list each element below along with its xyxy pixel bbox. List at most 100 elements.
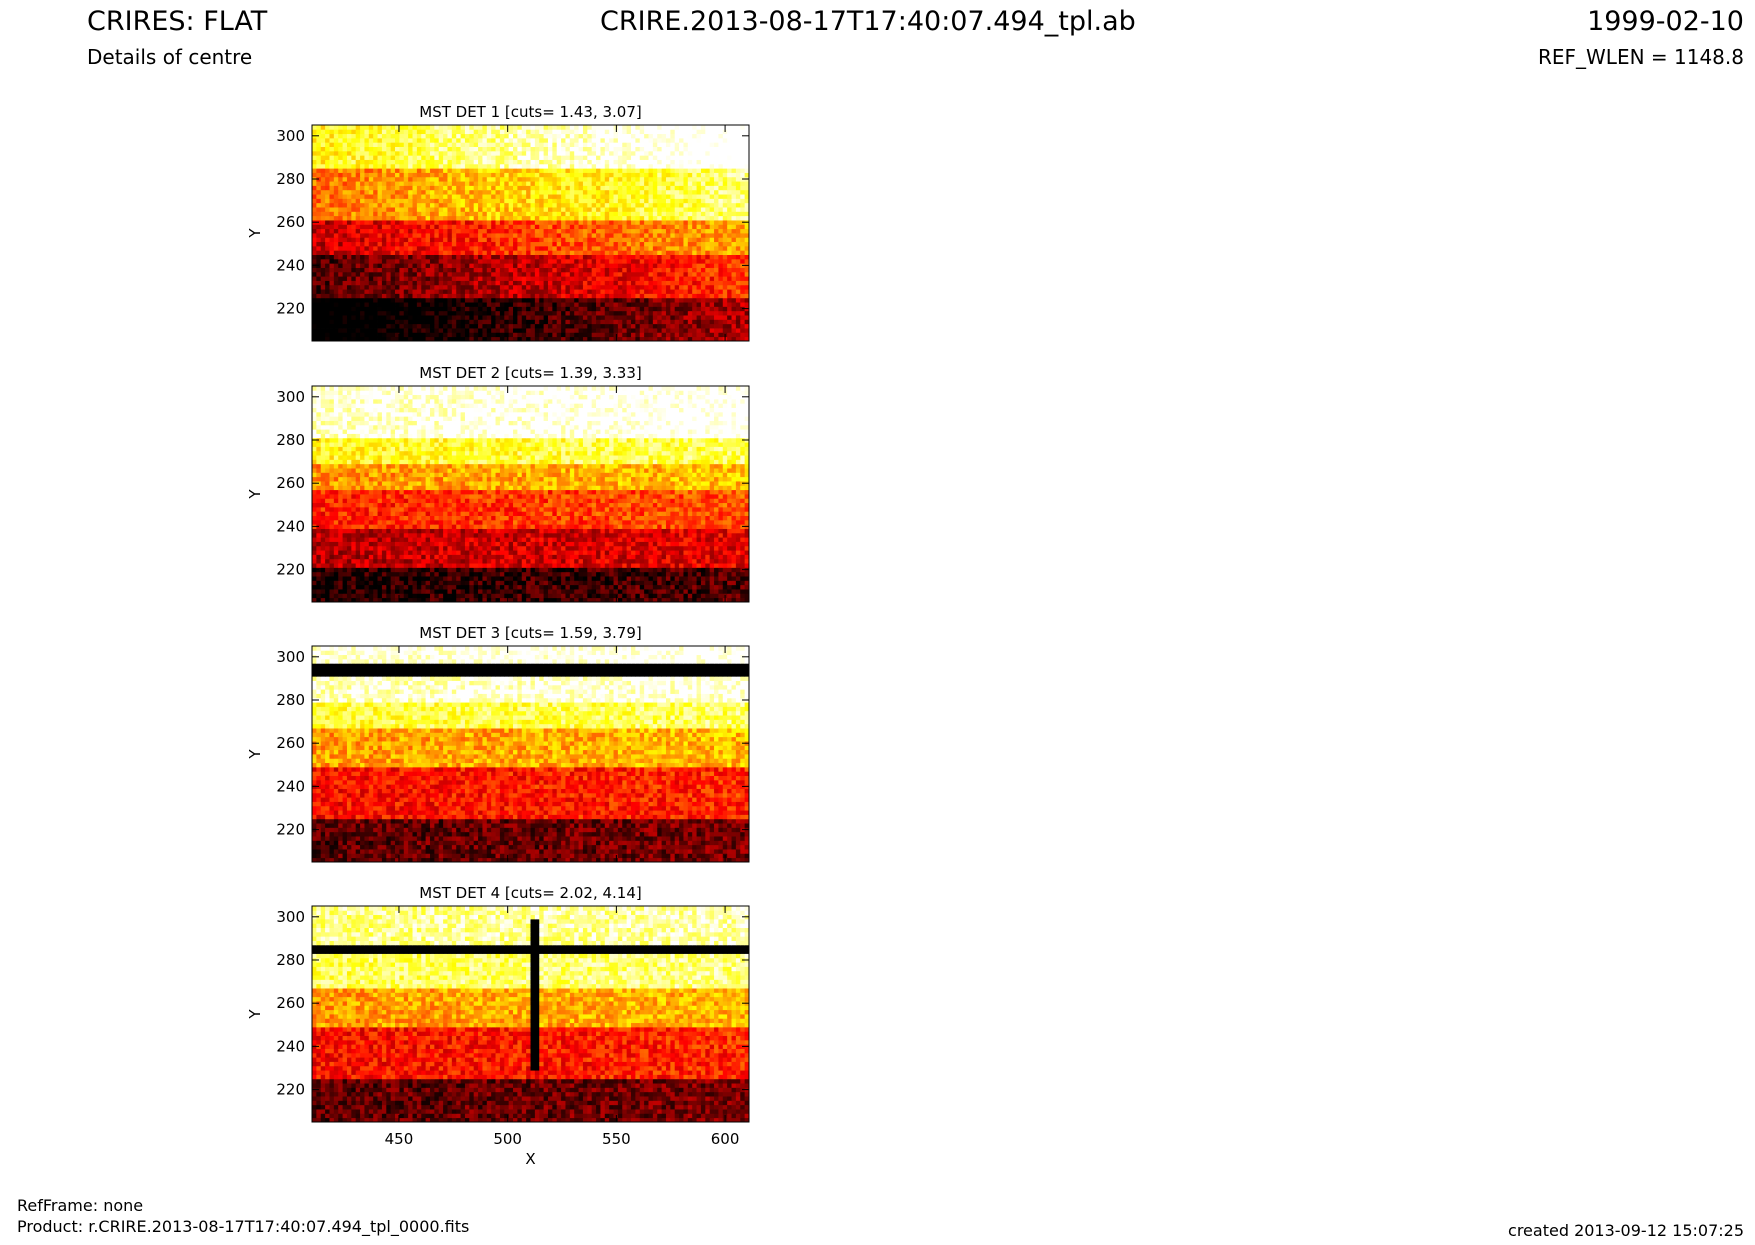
heatmap-cell xyxy=(539,324,544,329)
heatmap-cell xyxy=(413,160,418,165)
heatmap-cell xyxy=(522,160,527,165)
heatmap-cell xyxy=(312,302,317,307)
heatmap-cell xyxy=(513,185,518,190)
heatmap-cell xyxy=(316,168,321,173)
heatmap-cell xyxy=(609,151,614,156)
heatmap-cell xyxy=(552,211,557,216)
heatmap-cell xyxy=(496,216,501,221)
heatmap-cell xyxy=(675,147,680,152)
heatmap-cell xyxy=(395,315,400,320)
heatmap-cell xyxy=(478,134,483,139)
heatmap-cell xyxy=(727,328,732,333)
heatmap-cell xyxy=(334,151,339,156)
heatmap-cell xyxy=(565,147,570,152)
heatmap-cell xyxy=(443,198,448,203)
heatmap-cell xyxy=(351,237,356,242)
heatmap-cell xyxy=(583,328,588,333)
heatmap-cell xyxy=(675,237,680,242)
heatmap-cell xyxy=(378,129,383,134)
heatmap-cell xyxy=(740,272,745,277)
heatmap-cell xyxy=(325,255,330,260)
heatmap-cell xyxy=(474,181,479,186)
heatmap-cell xyxy=(596,328,601,333)
heatmap-cell xyxy=(622,306,627,311)
heatmap-cell xyxy=(509,263,514,268)
heatmap-cell xyxy=(413,147,418,152)
heatmap-cell xyxy=(727,134,732,139)
heatmap-cell xyxy=(539,173,544,178)
heatmap-cell xyxy=(614,138,619,143)
heatmap-cell xyxy=(662,173,667,178)
heatmap-cell xyxy=(421,306,426,311)
heatmap-cell xyxy=(614,281,619,286)
heatmap-cell xyxy=(557,129,562,134)
heatmap-cell xyxy=(592,289,597,294)
heatmap-cell xyxy=(596,246,601,251)
heatmap-cell xyxy=(496,134,501,139)
heatmap-cell xyxy=(548,289,553,294)
heatmap-cell xyxy=(732,224,737,229)
heatmap-cell xyxy=(386,246,391,251)
heatmap-cell xyxy=(465,151,470,156)
heatmap-cell xyxy=(413,190,418,195)
heatmap-cell xyxy=(469,207,474,212)
heatmap-cell xyxy=(531,173,536,178)
heatmap-cell xyxy=(732,129,737,134)
heatmap-cell xyxy=(373,276,378,281)
heatmap-cell xyxy=(430,220,435,225)
heatmap-cell xyxy=(723,229,728,234)
heatmap-cell xyxy=(723,220,728,225)
heatmap-cell xyxy=(561,272,566,277)
heatmap-cell xyxy=(334,293,339,298)
heatmap-cell xyxy=(627,134,632,139)
heatmap-cell xyxy=(552,242,557,247)
heatmap-cell xyxy=(509,129,514,134)
heatmap-cell xyxy=(701,194,706,199)
heatmap-cell xyxy=(386,268,391,273)
heatmap-cell xyxy=(369,207,374,212)
heatmap-cell xyxy=(662,138,667,143)
heatmap-cell xyxy=(683,293,688,298)
heatmap-cell xyxy=(539,272,544,277)
heatmap-cell xyxy=(329,190,334,195)
heatmap-cell xyxy=(640,181,645,186)
heatmap-cell xyxy=(522,216,527,221)
heatmap-cell xyxy=(714,207,719,212)
heatmap-cell xyxy=(500,155,505,160)
heatmap-cell xyxy=(382,246,387,251)
heatmap-cell xyxy=(417,151,422,156)
heatmap-cell xyxy=(399,185,404,190)
heatmap-cell xyxy=(705,246,710,251)
heatmap-cell xyxy=(500,185,505,190)
heatmap-cell xyxy=(312,147,317,152)
heatmap-cell xyxy=(531,138,536,143)
heatmap-cell xyxy=(478,259,483,264)
heatmap-cell xyxy=(430,138,435,143)
heatmap-cell xyxy=(487,319,492,324)
heatmap-cell xyxy=(609,276,614,281)
heatmap-cell xyxy=(517,259,522,264)
heatmap-cell xyxy=(356,190,361,195)
heatmap-cell xyxy=(413,173,418,178)
heatmap-cell xyxy=(714,332,719,337)
heatmap-cell xyxy=(526,173,531,178)
heatmap-cell xyxy=(469,246,474,251)
heatmap-cell xyxy=(395,155,400,160)
heatmap-cell xyxy=(657,229,662,234)
heatmap-cell xyxy=(434,177,439,182)
heatmap-cell xyxy=(662,246,667,251)
heatmap-cell xyxy=(644,129,649,134)
heatmap-cell xyxy=(500,328,505,333)
heatmap-cell xyxy=(391,315,396,320)
heatmap-cell xyxy=(316,190,321,195)
heatmap-cell xyxy=(701,151,706,156)
heatmap-cell xyxy=(382,138,387,143)
heatmap-cell xyxy=(614,151,619,156)
heatmap-cell xyxy=(329,302,334,307)
heatmap-cell xyxy=(395,138,400,143)
heatmap-cell xyxy=(574,181,579,186)
heatmap-cell xyxy=(692,259,697,264)
heatmap-cell xyxy=(718,268,723,273)
heatmap-cell xyxy=(500,125,505,130)
heatmap-cell xyxy=(648,160,653,165)
